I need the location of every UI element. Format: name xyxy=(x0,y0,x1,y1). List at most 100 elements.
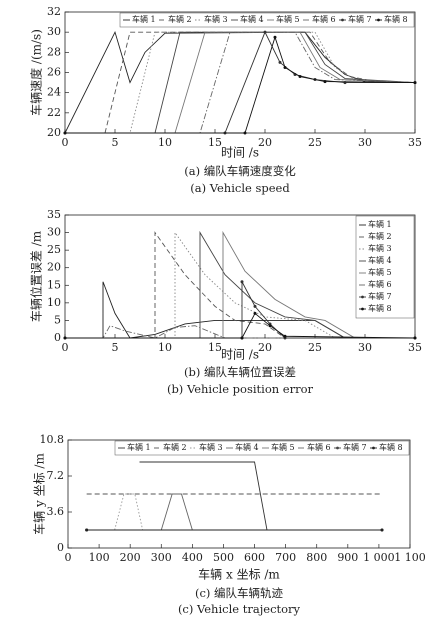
legend-label: 车辆 8 xyxy=(379,442,403,452)
x-tick-label: 0 xyxy=(65,551,72,564)
x-tick-label: 25 xyxy=(308,136,322,149)
series-line xyxy=(65,325,415,339)
y-tick-label: 24 xyxy=(47,86,61,99)
y-tick-label: 3.6 xyxy=(47,505,65,518)
series-line xyxy=(65,231,415,339)
legend-marker xyxy=(361,295,364,299)
x-tick-label: 700 xyxy=(275,551,296,564)
series-marker xyxy=(240,280,244,284)
legend-label: 车辆 6 xyxy=(312,14,336,24)
plot-frame xyxy=(67,439,411,549)
y-axis-label: 车辆速度 /(m/s) xyxy=(29,29,44,116)
series-line xyxy=(86,493,383,531)
legend-label: 车辆 3 xyxy=(204,14,228,24)
caption-en: (c) Vehicle trajectory xyxy=(178,602,301,616)
series-marker xyxy=(413,336,417,340)
series-line xyxy=(65,230,415,339)
x-tick-label: 20 xyxy=(258,341,272,354)
legend-marker xyxy=(361,307,364,311)
series-marker xyxy=(323,80,327,84)
x-tick-label: 10 xyxy=(158,136,172,149)
caption-en: (a) Vehicle speed xyxy=(190,181,290,195)
y-tick-label: 28 xyxy=(47,45,61,58)
series-marker xyxy=(63,131,67,135)
legend-label: 车辆 6 xyxy=(307,442,331,452)
y-tick-label: 22 xyxy=(47,106,61,119)
legend-label: 车辆 1 xyxy=(368,219,392,229)
legend-marker xyxy=(377,18,380,22)
y-tick-label: 0 xyxy=(54,331,61,344)
series-marker xyxy=(273,35,277,39)
series-marker xyxy=(253,304,257,308)
series-marker xyxy=(298,75,302,79)
series-line xyxy=(86,493,383,531)
x-tick-label: 100 xyxy=(89,551,110,564)
legend-label: 车辆 3 xyxy=(199,442,223,452)
series-line xyxy=(65,231,415,339)
y-tick-label: 35 xyxy=(47,208,61,221)
series-marker xyxy=(243,131,247,135)
series-marker xyxy=(283,65,287,69)
legend-label: 车辆 4 xyxy=(368,255,392,265)
legend-marker xyxy=(341,18,344,22)
legend-label: 车辆 5 xyxy=(271,442,295,452)
x-tick-label: 35 xyxy=(408,341,422,354)
series-marker xyxy=(283,334,287,338)
x-tick-label: 15 xyxy=(208,136,222,149)
legend-label: 车辆 7 xyxy=(343,442,367,452)
x-tick-label: 900 xyxy=(337,551,358,564)
x-tick-label: 30 xyxy=(358,136,372,149)
series-marker xyxy=(278,60,282,64)
legend-label: 车辆 5 xyxy=(276,14,300,24)
legend-label: 车辆 2 xyxy=(168,14,192,24)
x-tick-label: 400 xyxy=(182,551,203,564)
x-tick-label: 30 xyxy=(358,341,372,354)
legend-label: 车辆 4 xyxy=(240,14,264,24)
y-axis-label: 车辆 y 坐标 /m xyxy=(32,453,47,535)
x-tick-label: 800 xyxy=(306,551,327,564)
x-tick-label: 15 xyxy=(208,341,222,354)
legend-label: 车辆 8 xyxy=(368,303,392,313)
series-line xyxy=(65,35,416,134)
x-tick-label: 35 xyxy=(408,136,422,149)
x-tick-label: 600 xyxy=(244,551,265,564)
y-tick-label: 10 xyxy=(47,296,61,309)
x-tick-label: 20 xyxy=(258,136,272,149)
caption-cn: (b) 编队车辆位置误差 xyxy=(184,365,296,379)
x-axis-label: 时间 /s xyxy=(221,348,259,362)
legend-label: 车辆 8 xyxy=(384,14,408,24)
series-marker xyxy=(63,336,67,340)
series-marker xyxy=(380,528,384,532)
y-tick-label: 10.8 xyxy=(40,433,65,446)
series-line xyxy=(139,461,383,531)
caption-cn: (c) 编队车辆轨迹 xyxy=(195,586,284,600)
legend-label: 车辆 7 xyxy=(368,291,392,301)
y-tick-label: 32 xyxy=(47,5,61,18)
x-tick-label: 5 xyxy=(112,136,119,149)
x-tick-label: 300 xyxy=(151,551,172,564)
series-marker xyxy=(413,81,417,85)
y-tick-label: 7.2 xyxy=(47,469,65,482)
x-tick-label: 1 000 xyxy=(363,551,395,564)
legend-label: 车辆 2 xyxy=(368,231,392,241)
x-tick-label: 25 xyxy=(308,341,322,354)
x-tick-label: 500 xyxy=(213,551,234,564)
series-marker xyxy=(268,324,272,328)
series-line xyxy=(65,312,416,339)
series-marker xyxy=(85,528,89,532)
series-marker xyxy=(240,336,244,340)
caption-en: (b) Vehicle position error xyxy=(167,382,314,396)
x-axis-label: 时间 /s xyxy=(221,146,259,160)
series-marker xyxy=(253,311,257,315)
legend-label: 车辆 3 xyxy=(368,243,392,253)
x-tick-label: 0 xyxy=(62,341,69,354)
legend-label: 车辆 1 xyxy=(132,14,156,24)
legend-label: 车辆 1 xyxy=(127,442,151,452)
y-tick-label: 5 xyxy=(54,313,61,326)
legend-label: 车辆 4 xyxy=(235,442,259,452)
legend-label: 车辆 5 xyxy=(368,267,392,277)
series-line xyxy=(65,230,415,339)
y-tick-label: 20 xyxy=(47,126,61,139)
x-tick-label: 10 xyxy=(158,341,172,354)
